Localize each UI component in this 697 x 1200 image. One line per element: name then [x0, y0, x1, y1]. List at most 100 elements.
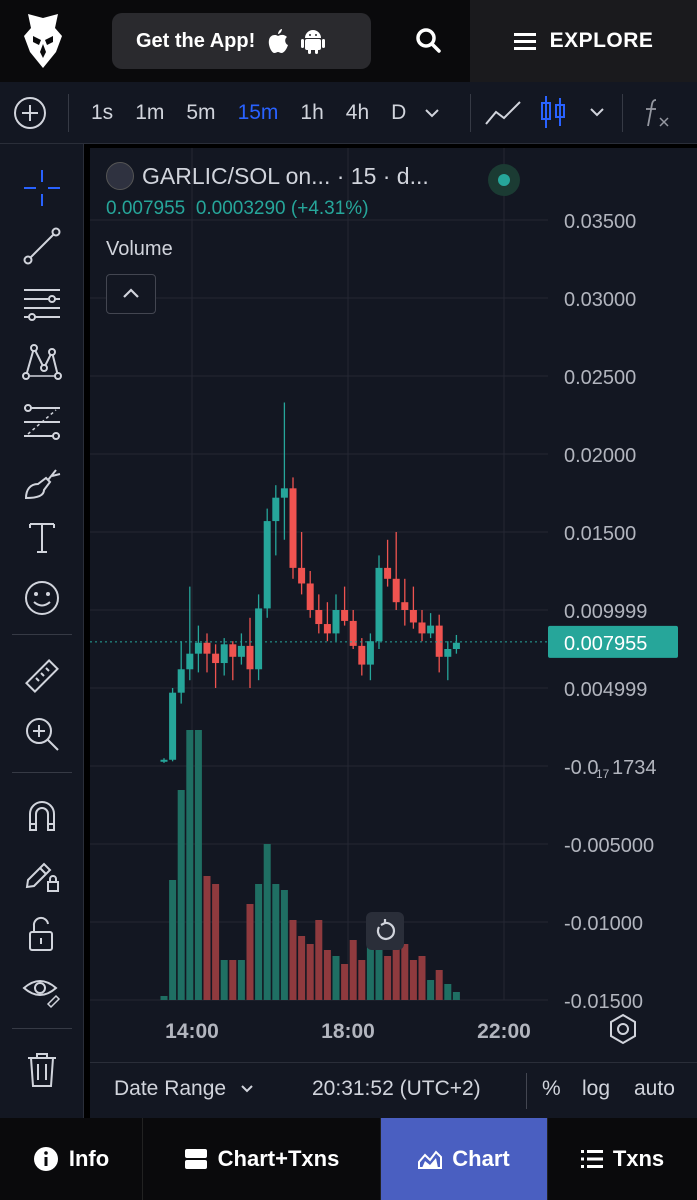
candle-body [392, 578, 400, 603]
interval-1h[interactable]: 1h [300, 101, 324, 124]
volume-bar [392, 936, 400, 1000]
candle-body [418, 622, 426, 634]
log-scale-toggle[interactable]: log [582, 1077, 611, 1100]
date-range-dropdown[interactable]: Date Range [114, 1077, 256, 1101]
candle-body [220, 644, 228, 664]
volume-bar [315, 920, 323, 1000]
chart-settings-icon[interactable] [606, 1012, 640, 1046]
nav-chart-label: Chart [452, 1146, 510, 1171]
add-symbol-icon[interactable] [14, 97, 46, 129]
magnet-icon[interactable] [22, 796, 62, 836]
chevron-down-icon [241, 1085, 253, 1093]
chart-toolbar: 1s 1m 5m 15m 1h 4h D [0, 82, 697, 144]
candle-body [323, 624, 331, 634]
search-icon[interactable] [412, 24, 446, 58]
price-change: 0.0003290 (+4.31%) [195, 198, 369, 219]
candle-body [177, 669, 185, 693]
volume-bar [237, 960, 245, 1000]
eye-visibility-icon[interactable] [22, 970, 62, 1010]
percent-scale-toggle[interactable]: % [542, 1077, 561, 1100]
candle-body [306, 583, 314, 610]
candle-body [375, 567, 383, 642]
nav-txns[interactable]: Txns [548, 1118, 697, 1200]
toolbar-divider [470, 94, 471, 132]
symbol-title[interactable]: GARLIC/SOL on... · 15 · d... [106, 162, 429, 190]
candle-body [401, 602, 409, 610]
volume-bar [169, 880, 177, 1000]
volume-bar [384, 956, 392, 1000]
volume-bar [409, 960, 417, 1000]
candle-body [427, 625, 435, 634]
brush-icon[interactable] [22, 462, 62, 502]
nav-chart[interactable]: Chart [381, 1118, 548, 1200]
chart-legend: GARLIC/SOL on... · 15 · d... 0.007955 0.… [106, 162, 429, 220]
volume-bar [255, 884, 263, 1000]
nav-txns-label: Txns [612, 1146, 665, 1171]
volume-bar [177, 790, 185, 1000]
volume-bar [229, 960, 237, 1000]
reset-chart-button[interactable] [366, 912, 404, 950]
unlock-icon[interactable] [22, 914, 62, 954]
volume-bar [186, 730, 194, 1000]
interval-1m[interactable]: 1m [135, 101, 165, 124]
candle-body [160, 759, 168, 762]
market-status-icon[interactable] [488, 164, 520, 196]
volume-bar [366, 944, 374, 1000]
timezone-clock[interactable]: 20:31:52 (UTC+2) [312, 1077, 481, 1100]
ohlc-values: 0.007955 0.0003290 (+4.31%) [106, 198, 429, 220]
chart-area[interactable]: 0.03500 0.03000 0.02500 0.02000 0.01500 0.009… [90, 148, 697, 1118]
volume-bar [418, 956, 426, 1000]
candle-body [358, 645, 366, 665]
candle-body [280, 488, 288, 498]
area-chart-icon [418, 1150, 443, 1169]
candle-body [255, 608, 263, 670]
zoom-in-icon[interactable] [22, 714, 62, 754]
candle-body [452, 642, 460, 649]
text-tool-icon[interactable] [22, 518, 62, 558]
interval-15m[interactable]: 15m [237, 101, 279, 124]
chevron-up-icon [123, 288, 139, 298]
trash-icon[interactable] [22, 1050, 62, 1090]
top-header: Get the App! EXPLORE [0, 0, 697, 82]
volume-bar [349, 940, 357, 1000]
volume-bar [289, 920, 297, 1000]
indicators-fx-icon[interactable] [640, 96, 674, 130]
footer-divider [526, 1073, 527, 1109]
explore-button[interactable]: EXPLORE [470, 0, 697, 82]
nav-chart-txns-label: Chart+Txns [217, 1146, 340, 1171]
emoji-icon[interactable] [22, 578, 62, 618]
candle-body [229, 644, 237, 657]
volume-label: Volume [106, 238, 173, 260]
volume-bar [203, 876, 211, 1000]
candlestick-chart-type-icon[interactable] [538, 94, 568, 130]
interval-4h[interactable]: 4h [345, 101, 370, 124]
nav-chart-txns[interactable]: Chart+Txns [143, 1118, 381, 1200]
interval-d[interactable]: D [391, 101, 407, 124]
candle-body [435, 625, 443, 657]
lock-drawing-pencil-icon[interactable] [22, 854, 62, 894]
line-chart-type-icon[interactable] [484, 98, 524, 128]
trend-line-icon[interactable] [22, 226, 62, 266]
collapse-indicator-button[interactable] [106, 274, 156, 314]
interval-chevron-down-icon[interactable] [417, 103, 447, 123]
chart-type-chevron-down-icon[interactable] [582, 102, 612, 122]
nav-info[interactable]: Info [0, 1118, 143, 1200]
interval-5m[interactable]: 5m [186, 101, 216, 124]
price-axis-label: 0.02500 [564, 367, 636, 389]
crosshair-icon[interactable] [22, 168, 62, 208]
get-app-button[interactable]: Get the App! [112, 13, 371, 69]
interval-1s[interactable]: 1s [91, 101, 114, 124]
candle-body [186, 653, 194, 670]
horizontal-lines-icon[interactable] [22, 284, 62, 324]
owl-logo[interactable] [22, 14, 64, 68]
ruler-icon[interactable] [22, 656, 62, 696]
sidebar-divider [12, 1028, 72, 1029]
candle-body [384, 567, 392, 579]
candle-body [237, 645, 245, 657]
volume-bar [306, 944, 314, 1000]
fib-retracement-icon[interactable] [22, 402, 62, 442]
auto-scale-toggle[interactable]: auto [634, 1077, 675, 1100]
candlestick-chart[interactable]: 0.03500 0.03000 0.02500 0.02000 0.01500 0.009… [90, 148, 697, 1062]
pattern-tool-icon[interactable] [22, 342, 62, 382]
volume-bar [194, 730, 202, 1000]
